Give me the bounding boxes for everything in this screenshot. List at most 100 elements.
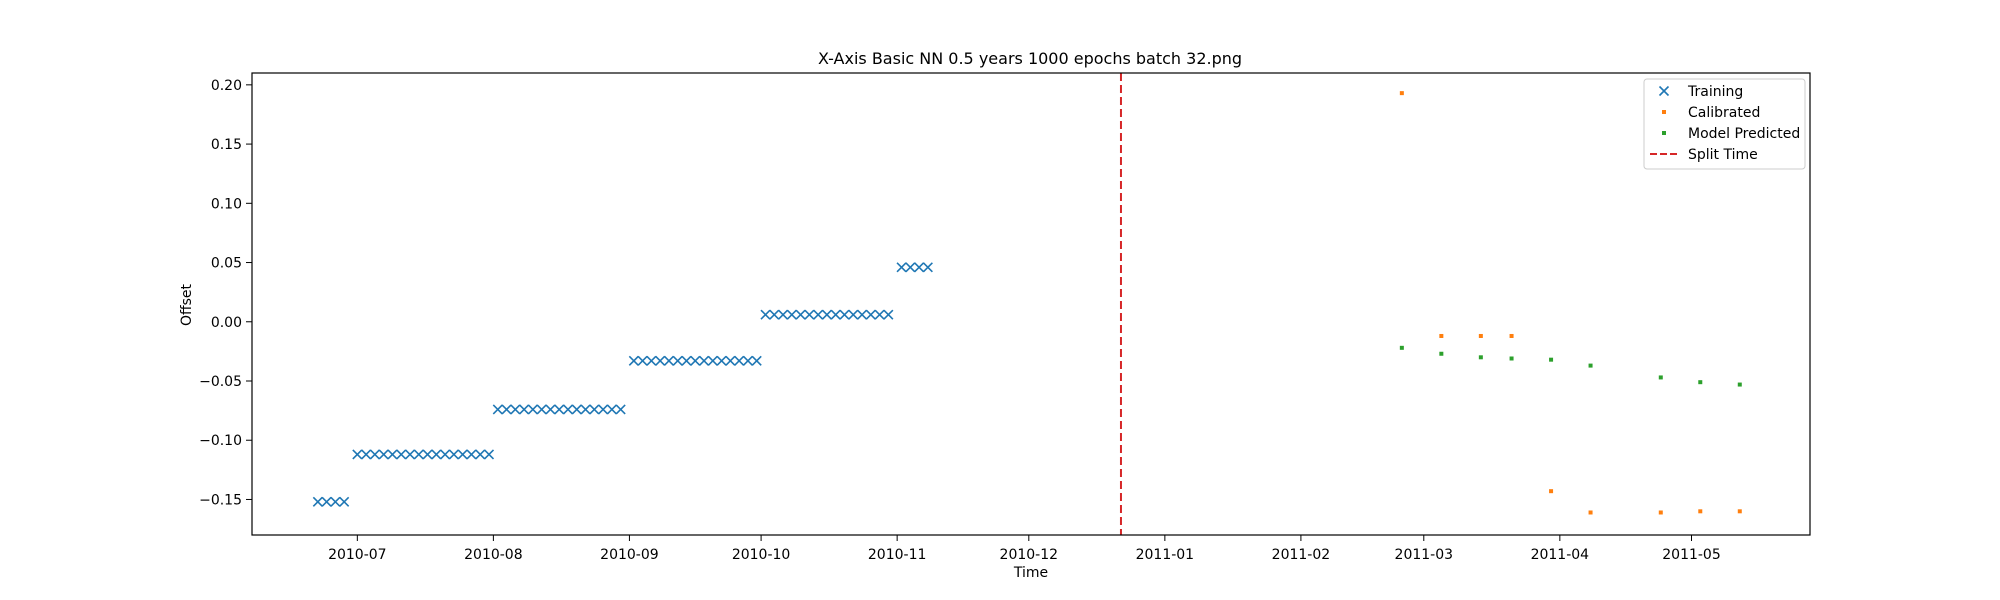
training-point (369, 449, 380, 460)
training-point (646, 355, 657, 366)
training-point (339, 496, 350, 507)
training-point-stroke (716, 355, 727, 366)
training-point (742, 355, 753, 366)
calibrated-point (1737, 509, 1742, 514)
calibrated-point (1658, 510, 1663, 515)
training-point (848, 309, 859, 320)
legend-label: Training (1687, 84, 1743, 100)
training-point (312, 496, 323, 507)
training-point-stroke (422, 449, 433, 460)
calibrated-point (1549, 489, 1554, 494)
training-point-stroke (698, 355, 710, 366)
training-point-stroke (571, 404, 582, 415)
legend-box (1643, 78, 1806, 170)
training-point-stroke (663, 355, 674, 366)
x-axis-ticks: 2010-07 2010-08 2010-09 2010-10 2010-11 2010-… (328, 535, 1721, 563)
training-point-stroke (690, 355, 701, 366)
training-point-stroke (554, 404, 565, 415)
training-point (501, 404, 512, 415)
training-point (769, 309, 780, 320)
legend-label: Calibrated (1688, 105, 1760, 121)
training-point-stroke (519, 404, 530, 415)
y-tick-label: 0.10 (211, 196, 242, 212)
training-point-stroke (330, 496, 341, 507)
training-point (413, 449, 424, 460)
training-point (922, 262, 933, 273)
training-point (637, 355, 648, 366)
calibrated-point (1439, 333, 1444, 338)
training-point (352, 449, 363, 460)
training-point-stroke (413, 449, 424, 460)
training-point-stroke (312, 496, 323, 507)
y-tick-label: −0.10 (199, 433, 242, 449)
training-point-stroke (378, 449, 389, 460)
training-point (777, 309, 789, 320)
plot-area (252, 73, 1810, 535)
training-point (856, 309, 868, 320)
training-point-stroke (865, 309, 876, 320)
training-point-stroke (905, 262, 916, 273)
model-predicted-point (1737, 382, 1742, 387)
y-tick-label: −0.15 (199, 492, 242, 508)
x-tick-label: 2010-08 (464, 547, 523, 563)
calibrated-point (1509, 333, 1514, 338)
training-point (615, 404, 626, 415)
training-point-stroke (466, 449, 477, 460)
training-point (571, 404, 582, 415)
training-point (707, 355, 718, 366)
training-point (716, 355, 727, 366)
training-point (751, 355, 762, 366)
training-point (1658, 85, 1670, 97)
training-point (580, 404, 591, 415)
training-point-stroke (536, 404, 547, 415)
training-point (905, 262, 916, 273)
training-point (404, 449, 416, 460)
training-point (422, 449, 433, 460)
y-axis-ticks: 0.20 0.15 0.10 0.05 0.00 −0.05 −0.10 −0.15 (199, 78, 252, 508)
training-point-stroke (404, 449, 416, 460)
x-axis-label: Time (1013, 565, 1048, 581)
training-point (519, 404, 530, 415)
training-point (448, 449, 459, 460)
training-point-stroke (387, 449, 398, 460)
training-point-stroke (896, 262, 907, 273)
legend-label: Model Predicted (1688, 126, 1800, 142)
training-point-stroke (769, 309, 780, 320)
training-point-stroke (361, 449, 372, 460)
training-point-stroke (848, 309, 859, 320)
training-point-stroke (475, 449, 486, 460)
model-predicted-point (1439, 351, 1444, 356)
training-point (760, 309, 771, 320)
training-point (466, 449, 477, 460)
training-point (361, 449, 372, 460)
training-point (378, 449, 389, 460)
training-point-stroke (369, 449, 380, 460)
x-tick-label: 2011-04 (1531, 547, 1590, 563)
training-point (896, 262, 907, 273)
training-point-stroke (795, 309, 806, 320)
training-point (387, 449, 398, 460)
training-point (510, 404, 521, 415)
training-point (396, 449, 407, 460)
training-point-stroke (598, 404, 609, 415)
training-point-stroke (751, 355, 762, 366)
training-point-stroke (440, 449, 451, 460)
training-point (663, 355, 674, 366)
model-predicted-point (1698, 380, 1703, 385)
training-point-stroke (786, 309, 797, 320)
training-point-stroke (725, 355, 736, 366)
training-point (562, 404, 574, 415)
training-point-stroke (856, 309, 868, 320)
training-point-stroke (562, 404, 574, 415)
training-point-stroke (883, 309, 894, 320)
training-point (536, 404, 547, 415)
x-tick-label: 2010-10 (732, 547, 791, 563)
training-point (813, 309, 824, 320)
training-point-stroke (830, 309, 841, 320)
training-point (672, 355, 683, 366)
data-marks (312, 73, 1742, 535)
training-point-stroke (501, 404, 512, 415)
training-point-stroke (580, 404, 591, 415)
training-point-stroke (431, 449, 442, 460)
